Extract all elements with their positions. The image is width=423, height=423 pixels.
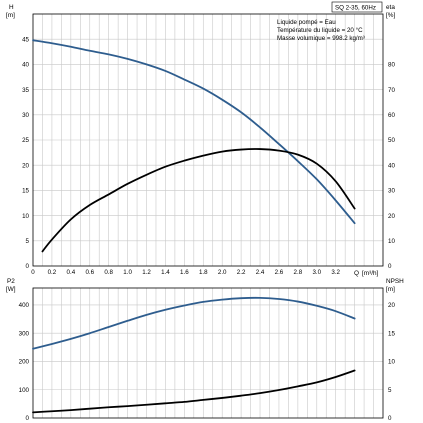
left-tick-label: 5 (26, 238, 30, 245)
right-tick-label: 50 (388, 137, 395, 144)
right-tick-label: 0 (388, 263, 392, 270)
right-tick-label: 5 (388, 387, 392, 394)
right-tick-label: 60 (388, 112, 395, 119)
h-axis-label: H (9, 4, 14, 11)
annotation-density: Masse volumique = 998.2 kg/m³ (277, 35, 365, 42)
x-tick-label: 0.6 (85, 269, 94, 276)
title-box (331, 1, 383, 13)
left-tick-label: 200 (19, 359, 30, 366)
right-tick-label: 10 (388, 359, 395, 366)
left-tick-label: 400 (19, 302, 30, 309)
upper-grid (33, 14, 383, 266)
left-tick-label: 45 (22, 36, 29, 43)
left-tick-label: 0 (26, 415, 30, 422)
right-tick-label: 80 (388, 62, 395, 69)
left-tick-label: 20 (22, 162, 29, 169)
left-tick-label: 100 (19, 387, 30, 394)
upper-plot-frame (32, 13, 384, 267)
lower-tick-labels: 0 100 200 300 400 0 5 10 15 20 (19, 302, 396, 422)
upper-panel: 0 5 10 15 20 25 30 35 40 45 0 10 20 30 40 50 60 70 80 0 0.2 0… (6, 1, 395, 277)
x-tick-label: 0.4 (67, 269, 76, 276)
left-tick-label: 35 (22, 87, 29, 94)
upper-series (32, 39, 356, 253)
right-tick-label: 10 (388, 238, 395, 245)
p2-axis-label: P2 (7, 278, 15, 285)
left-tick-label: 10 (22, 213, 29, 220)
right-tick-label: 40 (388, 162, 395, 169)
lower-plot-frame (32, 287, 384, 419)
x-tick-label: 2.6 (275, 269, 284, 276)
x-tick-label: 0.8 (104, 269, 113, 276)
right-tick-label: 30 (388, 188, 395, 195)
series-line-2 (32, 369, 356, 414)
h-axis-unit: [m] (6, 12, 15, 19)
npsh-axis-label: NPSH (386, 278, 404, 285)
left-tick-label: 15 (22, 188, 29, 195)
q-axis-label: Q (354, 270, 359, 277)
right-tick-label: 20 (388, 213, 395, 220)
upper-tick-labels: 0 5 10 15 20 25 30 35 40 45 0 10 20 30 40 50 60 70 80 0 0.2 0… (22, 36, 395, 276)
right-tick-label: 15 (388, 330, 395, 337)
series-line-1 (32, 39, 356, 225)
x-tick-label: 2.0 (218, 269, 227, 276)
left-tick-label: 25 (22, 137, 29, 144)
right-tick-label: 70 (388, 87, 395, 94)
x-tick-label: 1.2 (142, 269, 151, 276)
x-tick-label: 2.4 (256, 269, 265, 276)
right-tick-label: 0 (388, 415, 392, 422)
series-line-2 (41, 148, 356, 253)
x-tick-label: 2.2 (237, 269, 246, 276)
q-axis-unit: [m³/h] (362, 270, 379, 277)
left-tick-label: 30 (22, 112, 29, 119)
eta-axis-unit: [%] (386, 12, 395, 19)
lower-series (32, 296, 356, 414)
chart-title: SQ 2-35, 60Hz (335, 5, 376, 12)
left-tick-label: 40 (22, 62, 29, 69)
p2-axis-unit: [W] (6, 286, 16, 293)
right-tick-label: 20 (388, 302, 395, 309)
left-tick-label: 300 (19, 330, 30, 337)
x-tick-label: 0.2 (48, 269, 57, 276)
left-tick-label: 0 (26, 263, 30, 270)
x-tick-label: 1.4 (161, 269, 170, 276)
eta-axis-label: eta (386, 4, 395, 11)
x-tick-label: 3.2 (331, 269, 340, 276)
x-tick-label: 0 (31, 269, 35, 276)
lower-panel: 0 100 200 300 400 0 5 10 15 20 P2 [W] NPSH [m] (6, 278, 404, 422)
lower-grid (33, 288, 383, 418)
x-tick-label: 1.6 (180, 269, 189, 276)
npsh-axis-unit: [m] (386, 286, 395, 293)
annotation-temperature: Température du liquide = 20 °C (277, 27, 363, 34)
x-tick-label: 1.8 (199, 269, 208, 276)
x-tick-label: 3.0 (312, 269, 321, 276)
x-tick-label: 2.8 (294, 269, 303, 276)
annotation-liquid: Liquide pompé = Eau (277, 19, 336, 26)
x-tick-label: 1.0 (123, 269, 132, 276)
series-line-1 (32, 296, 356, 350)
